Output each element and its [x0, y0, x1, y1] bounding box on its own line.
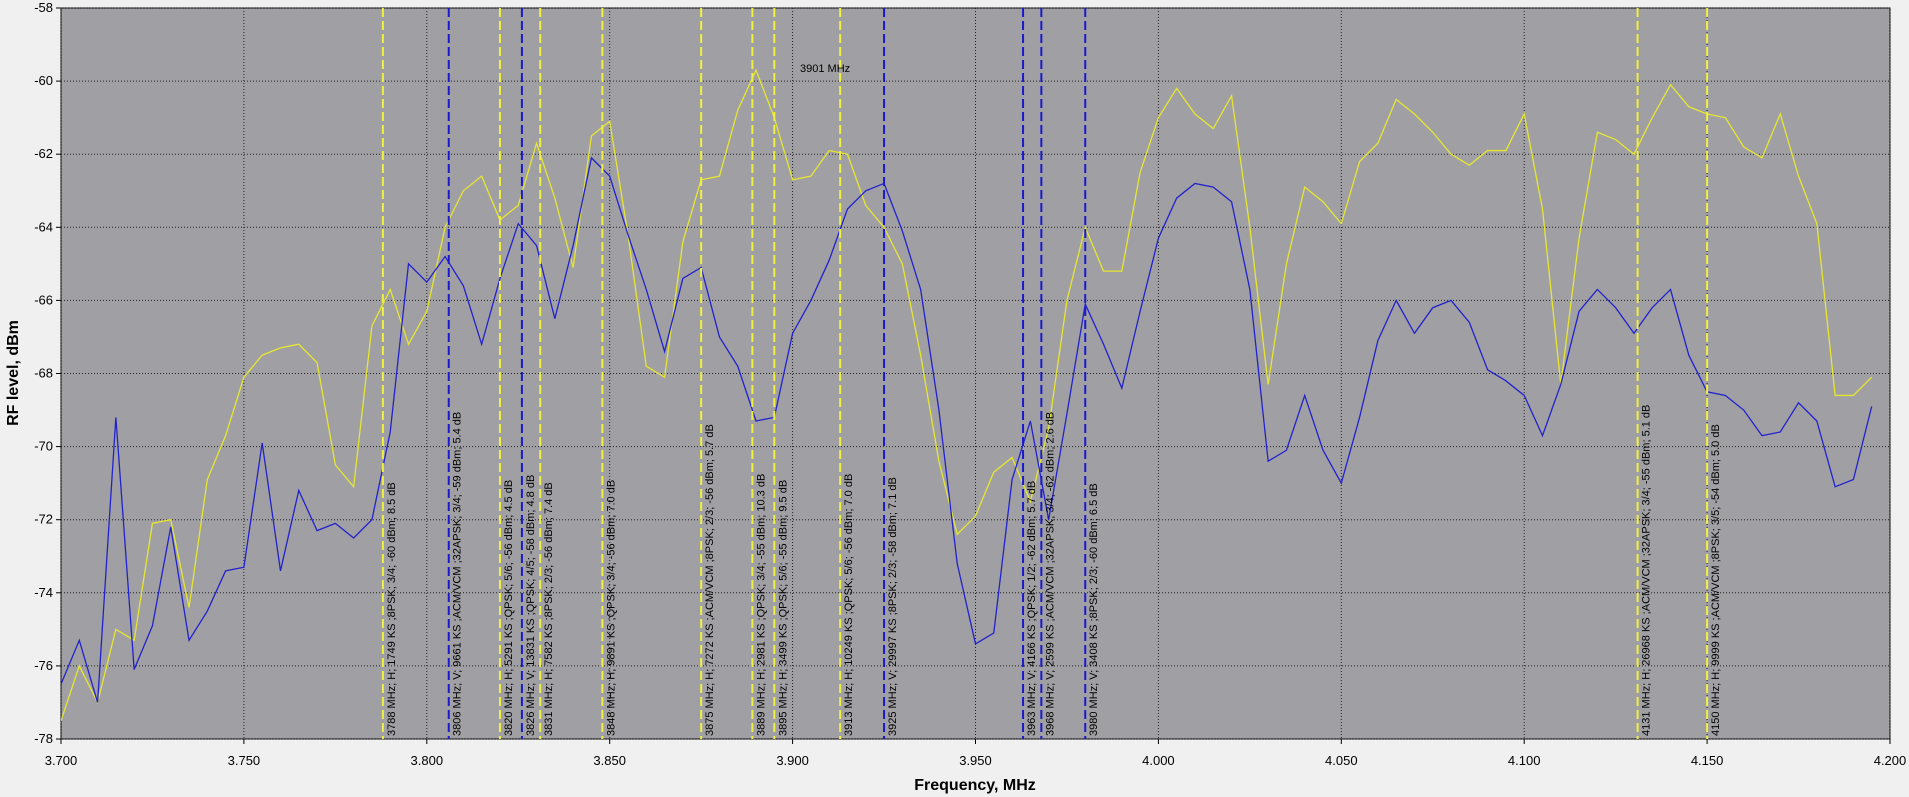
series-line: [61, 68, 1873, 721]
y-axis-title: RF level, dBm: [5, 320, 22, 426]
x-tick-label: 4.150: [1691, 753, 1724, 768]
y-tick-label: -60: [34, 73, 53, 88]
x-tick-label: 3.750: [228, 753, 261, 768]
marker-label: 3968 MHz; V; 2599 KS ;ACM/VCM ;32APSK; 3…: [1044, 412, 1056, 736]
marker-label: 3889 MHz; H; 2981 KS ;QPSK; 3/4; -55 dBm…: [755, 474, 767, 736]
marker-label: 3963 MHz; V; 4166 KS ;QPSK; 1/2; -62 dBm…: [1026, 481, 1038, 736]
marker-label: 3848 MHz; H; 9891 KS ;QPSK; 3/4; -56 dBm…: [605, 480, 617, 736]
marker-label: 3820 MHz; H; 5291 KS ;QPSK; 5/6; -56 dBm…: [503, 480, 515, 736]
marker-label: 4150 MHz; H; 9999 KS ;ACM/VCM ;8PSK; 3/5…: [1710, 424, 1722, 736]
marker-label: 3895 MHz; H; 3499 KS ;QPSK; 5/6; -55 dBm…: [777, 480, 789, 736]
x-tick-label: 3.800: [411, 753, 444, 768]
y-tick-label: -74: [34, 585, 53, 600]
y-tick-label: -72: [34, 512, 53, 527]
marker-label: 3913 MHz; H; 10249 KS ;QPSK; 5/6; -56 dB…: [843, 474, 855, 736]
x-tick-label: 3.850: [593, 753, 626, 768]
marker-label: 3875 MHz; H; 7272 KS ;ACM/VCM ;8PSK; 2/3…: [704, 424, 716, 736]
marker-label: 3826 MHz; V; 13831 KS ;QPSK; 4/5; -58 dB…: [525, 475, 537, 736]
y-tick-label: -62: [34, 146, 53, 161]
x-axis-title: Frequency, MHz: [914, 777, 1036, 794]
y-tick-label: -68: [34, 366, 53, 381]
x-tick-label: 3.700: [45, 753, 78, 768]
y-tick-label: -66: [34, 292, 53, 307]
marker-label: 3806 MHz; V; 9661 KS ;ACM/VCM ;32APSK; 3…: [452, 412, 464, 736]
x-tick-label: 4.000: [1142, 753, 1175, 768]
marker-label: 4131 MHz; H; 26968 KS ;ACM/VCM ;32APSK; …: [1641, 405, 1653, 736]
x-tick-label: 4.100: [1508, 753, 1541, 768]
x-tick-label: 4.050: [1325, 753, 1358, 768]
marker-label: 3831 MHz; H; 7582 KS ;8PSK; 2/3; -56 dBm…: [543, 482, 555, 736]
y-tick-label: -64: [34, 219, 53, 234]
y-tick-label: -58: [34, 0, 53, 15]
x-tick-label: 3.900: [776, 753, 809, 768]
x-tick-label: 3.950: [959, 753, 992, 768]
series-line: [61, 156, 1873, 703]
x-tick-label: 4.200: [1874, 753, 1907, 768]
marker-label: 3788 MHz; H; 1749 KS ;8PSK; 3/4; -60 dBm…: [386, 482, 398, 736]
y-tick-label: -78: [34, 731, 53, 746]
y-tick-label: -70: [34, 439, 53, 454]
cursor-label: 3901 MHz: [800, 63, 850, 75]
marker-label: 3980 MHz; V; 3408 KS ;8PSK; 2/3; -60 dBm…: [1088, 483, 1100, 736]
marker-label: 3925 MHz; V; 29997 KS ;8PSK; 2/3; -58 dB…: [887, 477, 899, 736]
y-tick-label: -76: [34, 658, 53, 673]
